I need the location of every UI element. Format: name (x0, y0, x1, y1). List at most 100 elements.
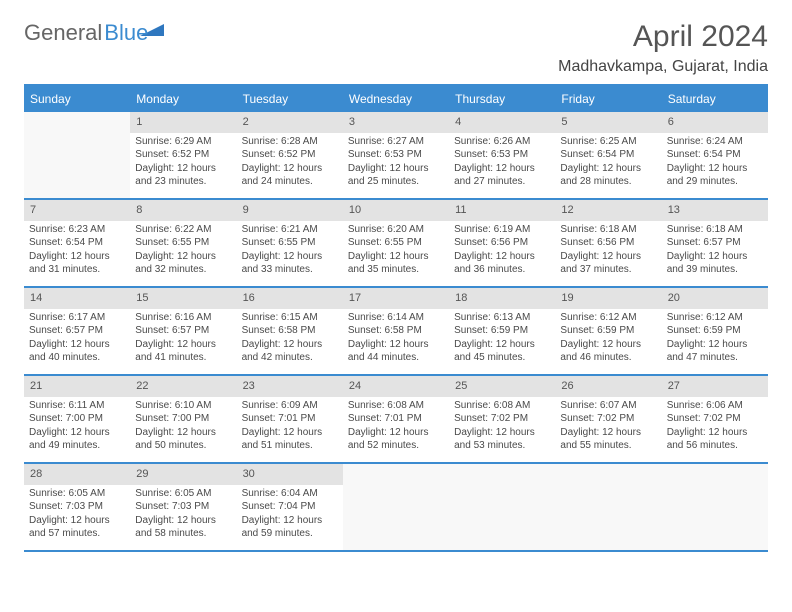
day-number: 9 (237, 200, 343, 221)
day-cell: 5Sunrise: 6:25 AMSunset: 6:54 PMDaylight… (555, 112, 661, 198)
day-cell: 28Sunrise: 6:05 AMSunset: 7:03 PMDayligh… (24, 464, 130, 550)
daylight-text: Daylight: 12 hours and 56 minutes. (667, 426, 763, 453)
day-number: 13 (662, 200, 768, 221)
day-cell (449, 464, 555, 550)
sunset-text: Sunset: 6:52 PM (135, 148, 231, 162)
day-number: 25 (449, 376, 555, 397)
sunset-text: Sunset: 6:58 PM (348, 324, 444, 338)
day-cell: 2Sunrise: 6:28 AMSunset: 6:52 PMDaylight… (237, 112, 343, 198)
day-number: 14 (24, 288, 130, 309)
day-cell: 21Sunrise: 6:11 AMSunset: 7:00 PMDayligh… (24, 376, 130, 462)
daylight-text: Daylight: 12 hours and 45 minutes. (454, 338, 550, 365)
daylight-text: Daylight: 12 hours and 28 minutes. (560, 162, 656, 189)
weekday-header: Thursday (449, 86, 555, 112)
sunset-text: Sunset: 6:57 PM (667, 236, 763, 250)
day-body: Sunrise: 6:26 AMSunset: 6:53 PMDaylight:… (449, 133, 555, 195)
brand-part1: General (24, 20, 102, 46)
brand-logo: GeneralBlue (24, 20, 148, 46)
day-cell: 12Sunrise: 6:18 AMSunset: 6:56 PMDayligh… (555, 200, 661, 286)
weekday-header: Sunday (24, 86, 130, 112)
sunrise-text: Sunrise: 6:14 AM (348, 311, 444, 325)
day-cell: 22Sunrise: 6:10 AMSunset: 7:00 PMDayligh… (130, 376, 236, 462)
sunset-text: Sunset: 7:02 PM (454, 412, 550, 426)
day-number: 12 (555, 200, 661, 221)
daylight-text: Daylight: 12 hours and 42 minutes. (242, 338, 338, 365)
sunset-text: Sunset: 7:03 PM (135, 500, 231, 514)
daylight-text: Daylight: 12 hours and 39 minutes. (667, 250, 763, 277)
sunset-text: Sunset: 7:03 PM (29, 500, 125, 514)
daylight-text: Daylight: 12 hours and 29 minutes. (667, 162, 763, 189)
weekday-header: Friday (555, 86, 661, 112)
day-body: Sunrise: 6:07 AMSunset: 7:02 PMDaylight:… (555, 397, 661, 459)
sunset-text: Sunset: 6:56 PM (454, 236, 550, 250)
brand-part2: Blue (104, 20, 148, 45)
sunset-text: Sunset: 6:54 PM (29, 236, 125, 250)
sunrise-text: Sunrise: 6:18 AM (560, 223, 656, 237)
day-body: Sunrise: 6:17 AMSunset: 6:57 PMDaylight:… (24, 309, 130, 371)
day-cell: 10Sunrise: 6:20 AMSunset: 6:55 PMDayligh… (343, 200, 449, 286)
daylight-text: Daylight: 12 hours and 23 minutes. (135, 162, 231, 189)
day-cell (662, 464, 768, 550)
sunrise-text: Sunrise: 6:12 AM (667, 311, 763, 325)
day-number: 24 (343, 376, 449, 397)
sunset-text: Sunset: 6:54 PM (560, 148, 656, 162)
sunset-text: Sunset: 6:59 PM (667, 324, 763, 338)
day-cell: 3Sunrise: 6:27 AMSunset: 6:53 PMDaylight… (343, 112, 449, 198)
day-cell: 11Sunrise: 6:19 AMSunset: 6:56 PMDayligh… (449, 200, 555, 286)
sunset-text: Sunset: 6:59 PM (454, 324, 550, 338)
day-number (343, 464, 449, 470)
daylight-text: Daylight: 12 hours and 57 minutes. (29, 514, 125, 541)
daylight-text: Daylight: 12 hours and 41 minutes. (135, 338, 231, 365)
day-body: Sunrise: 6:24 AMSunset: 6:54 PMDaylight:… (662, 133, 768, 195)
sunset-text: Sunset: 6:56 PM (560, 236, 656, 250)
day-number: 21 (24, 376, 130, 397)
daylight-text: Daylight: 12 hours and 53 minutes. (454, 426, 550, 453)
day-body: Sunrise: 6:18 AMSunset: 6:57 PMDaylight:… (662, 221, 768, 283)
daylight-text: Daylight: 12 hours and 44 minutes. (348, 338, 444, 365)
sunset-text: Sunset: 7:01 PM (348, 412, 444, 426)
sunrise-text: Sunrise: 6:12 AM (560, 311, 656, 325)
day-cell: 23Sunrise: 6:09 AMSunset: 7:01 PMDayligh… (237, 376, 343, 462)
month-title: April 2024 (558, 20, 768, 54)
day-cell: 18Sunrise: 6:13 AMSunset: 6:59 PMDayligh… (449, 288, 555, 374)
sunset-text: Sunset: 6:53 PM (454, 148, 550, 162)
title-block: April 2024 Madhavkampa, Gujarat, India (558, 20, 768, 76)
day-body: Sunrise: 6:12 AMSunset: 6:59 PMDaylight:… (555, 309, 661, 371)
day-body: Sunrise: 6:15 AMSunset: 6:58 PMDaylight:… (237, 309, 343, 371)
daylight-text: Daylight: 12 hours and 36 minutes. (454, 250, 550, 277)
sunrise-text: Sunrise: 6:16 AM (135, 311, 231, 325)
day-cell: 15Sunrise: 6:16 AMSunset: 6:57 PMDayligh… (130, 288, 236, 374)
location: Madhavkampa, Gujarat, India (558, 58, 768, 76)
day-number: 5 (555, 112, 661, 133)
day-body: Sunrise: 6:13 AMSunset: 6:59 PMDaylight:… (449, 309, 555, 371)
weekday-header: Wednesday (343, 86, 449, 112)
sunrise-text: Sunrise: 6:05 AM (29, 487, 125, 501)
daylight-text: Daylight: 12 hours and 40 minutes. (29, 338, 125, 365)
daylight-text: Daylight: 12 hours and 47 minutes. (667, 338, 763, 365)
day-cell: 16Sunrise: 6:15 AMSunset: 6:58 PMDayligh… (237, 288, 343, 374)
daylight-text: Daylight: 12 hours and 25 minutes. (348, 162, 444, 189)
day-body: Sunrise: 6:05 AMSunset: 7:03 PMDaylight:… (24, 485, 130, 547)
day-body: Sunrise: 6:14 AMSunset: 6:58 PMDaylight:… (343, 309, 449, 371)
sunrise-text: Sunrise: 6:07 AM (560, 399, 656, 413)
day-cell: 6Sunrise: 6:24 AMSunset: 6:54 PMDaylight… (662, 112, 768, 198)
day-body: Sunrise: 6:22 AMSunset: 6:55 PMDaylight:… (130, 221, 236, 283)
daylight-text: Daylight: 12 hours and 27 minutes. (454, 162, 550, 189)
day-number: 8 (130, 200, 236, 221)
weekday-header: Tuesday (237, 86, 343, 112)
sunrise-text: Sunrise: 6:17 AM (29, 311, 125, 325)
week-row: 21Sunrise: 6:11 AMSunset: 7:00 PMDayligh… (24, 376, 768, 464)
day-number: 6 (662, 112, 768, 133)
sunset-text: Sunset: 7:00 PM (135, 412, 231, 426)
day-body: Sunrise: 6:16 AMSunset: 6:57 PMDaylight:… (130, 309, 236, 371)
sunrise-text: Sunrise: 6:08 AM (454, 399, 550, 413)
day-cell: 9Sunrise: 6:21 AMSunset: 6:55 PMDaylight… (237, 200, 343, 286)
sunrise-text: Sunrise: 6:10 AM (135, 399, 231, 413)
day-body: Sunrise: 6:04 AMSunset: 7:04 PMDaylight:… (237, 485, 343, 547)
daylight-text: Daylight: 12 hours and 55 minutes. (560, 426, 656, 453)
daylight-text: Daylight: 12 hours and 46 minutes. (560, 338, 656, 365)
sunrise-text: Sunrise: 6:05 AM (135, 487, 231, 501)
daylight-text: Daylight: 12 hours and 32 minutes. (135, 250, 231, 277)
sunrise-text: Sunrise: 6:22 AM (135, 223, 231, 237)
day-body: Sunrise: 6:28 AMSunset: 6:52 PMDaylight:… (237, 133, 343, 195)
